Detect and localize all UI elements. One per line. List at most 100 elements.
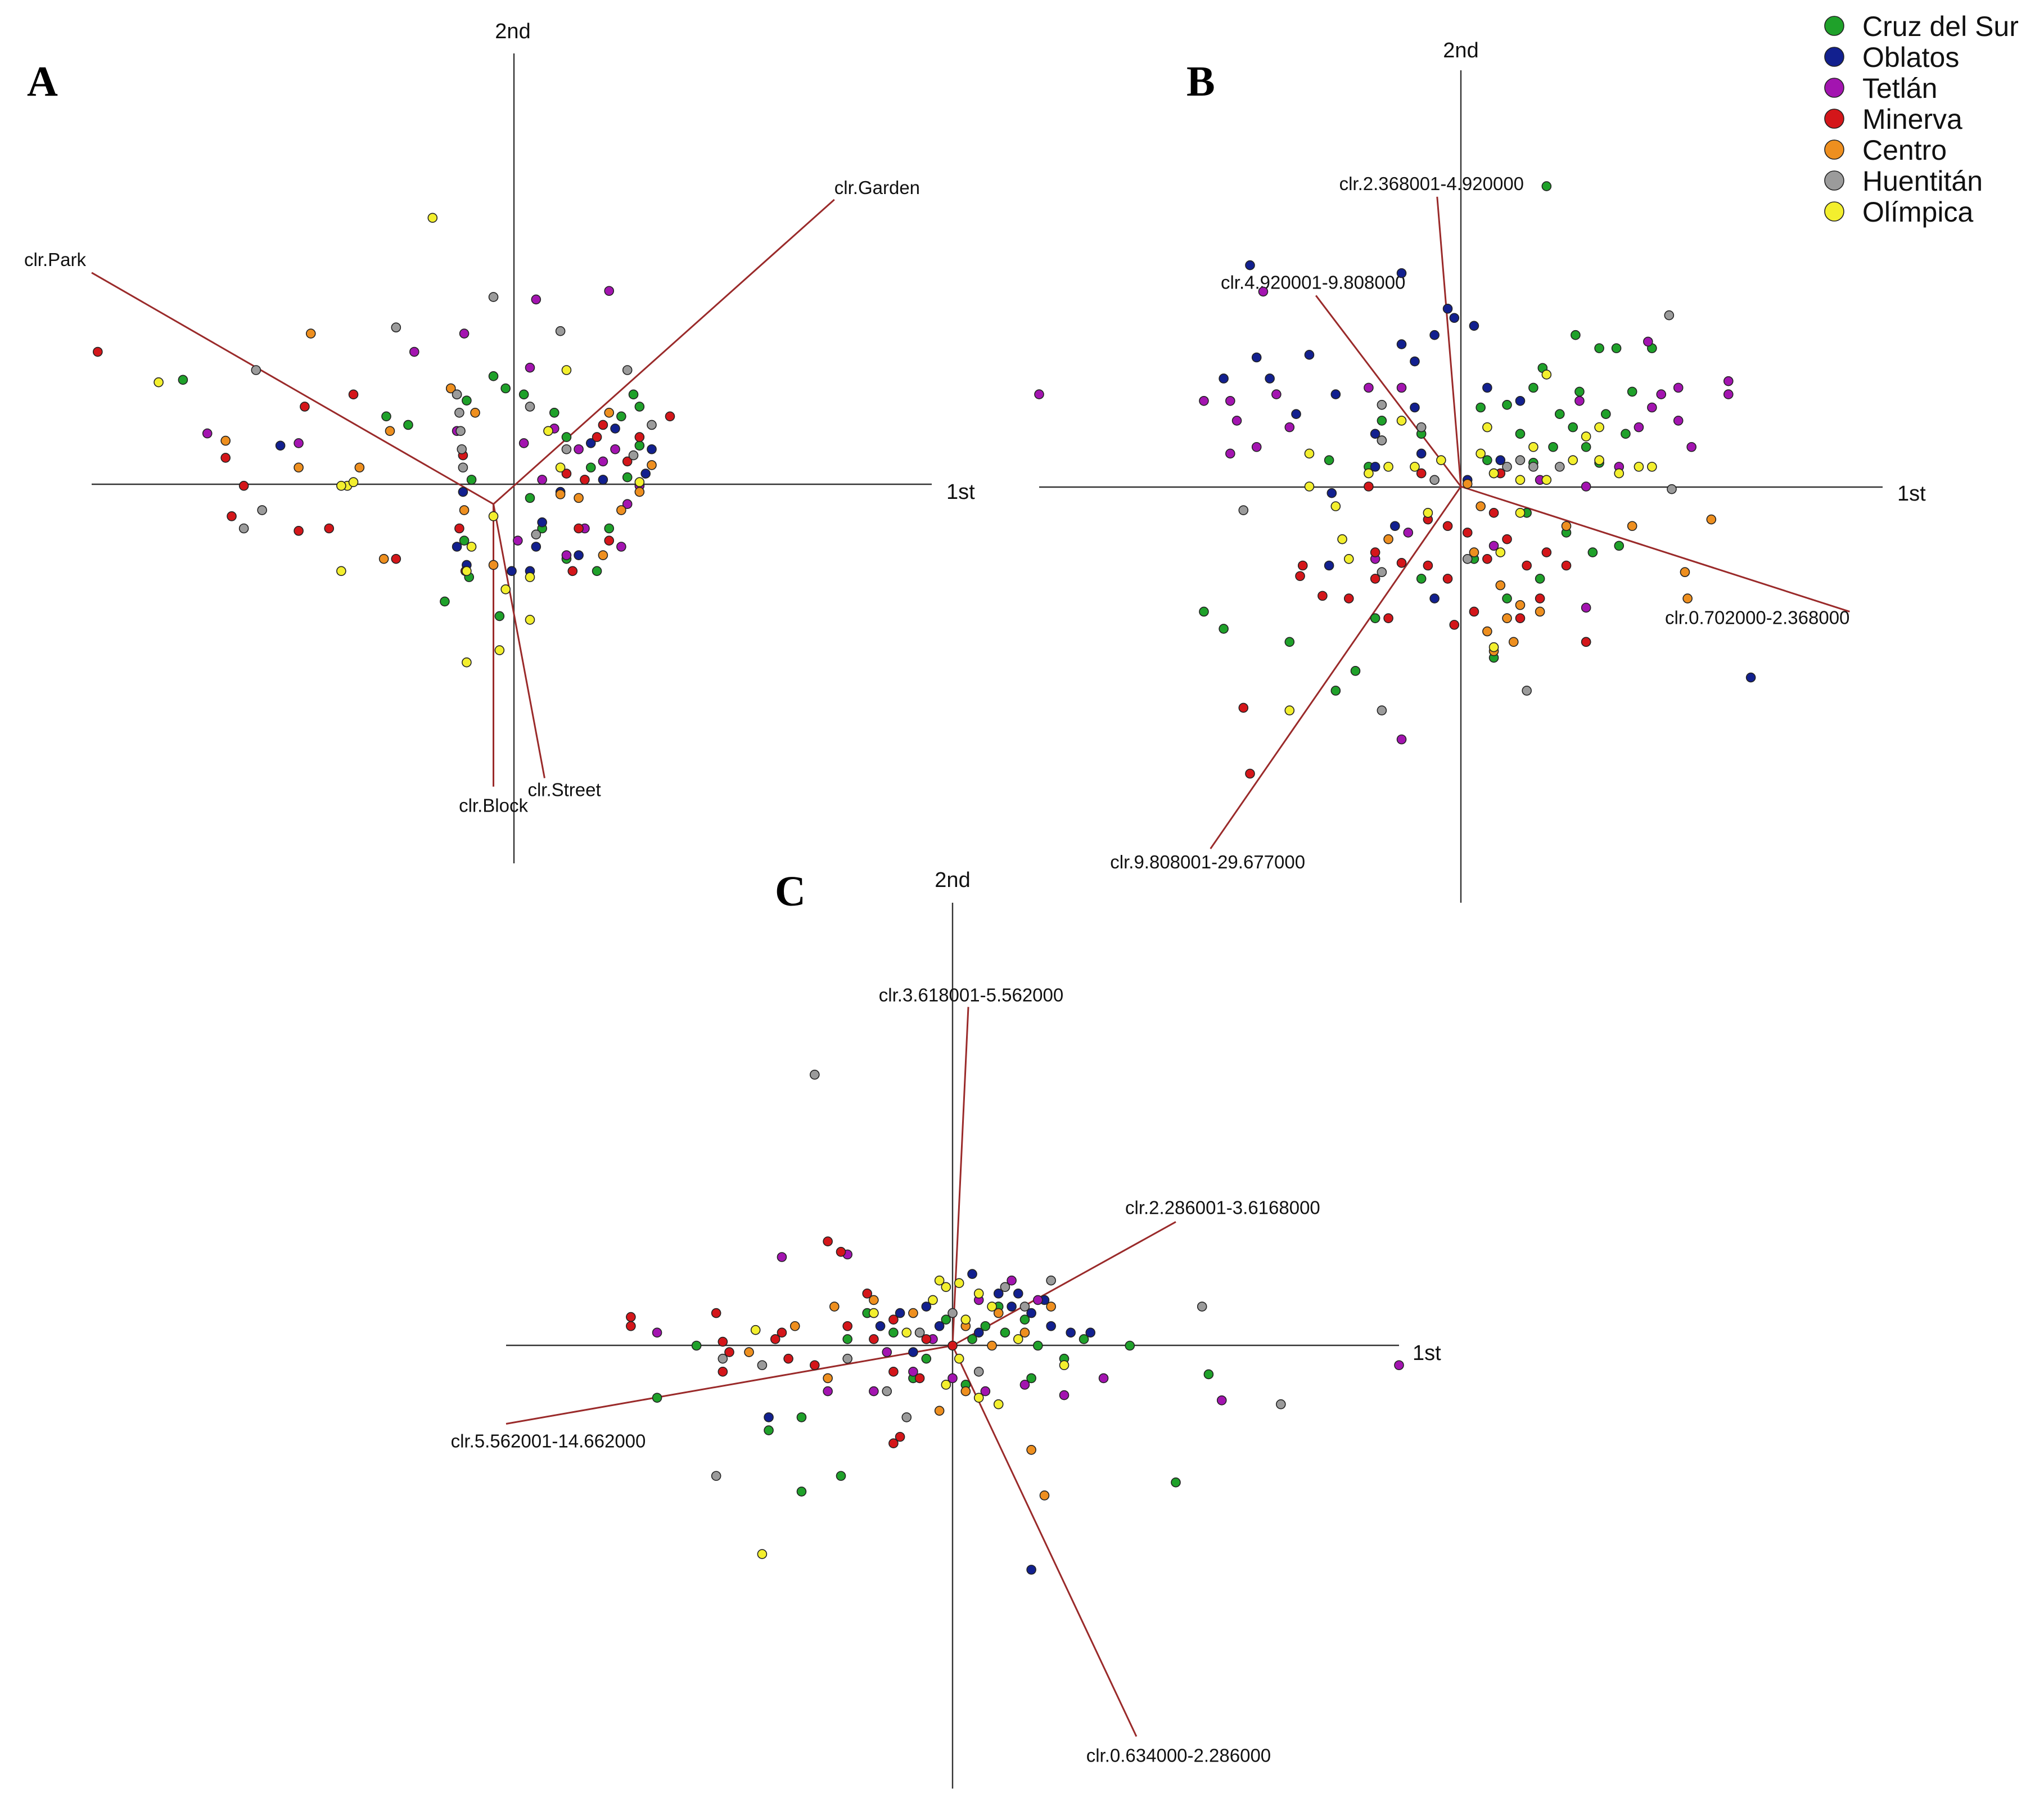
- data-point: [973, 1367, 984, 1377]
- data-point: [1528, 442, 1538, 452]
- data-point: [1594, 343, 1604, 353]
- data-point: [1343, 593, 1354, 603]
- data-point: [1125, 1340, 1135, 1351]
- data-point: [1377, 400, 1387, 410]
- data-point: [1390, 521, 1400, 532]
- panel-label: C: [775, 868, 806, 915]
- data-point: [993, 1289, 1004, 1299]
- data-point: [836, 1471, 846, 1481]
- data-point: [1079, 1334, 1089, 1344]
- data-point: [921, 1353, 932, 1364]
- data-point: [1019, 1327, 1030, 1338]
- data-point: [391, 322, 401, 333]
- data-point: [914, 1373, 925, 1384]
- data-point: [634, 440, 645, 451]
- data-point: [488, 371, 499, 381]
- data-point: [1634, 462, 1644, 472]
- data-point: [980, 1386, 991, 1397]
- data-point: [626, 1321, 636, 1331]
- data-point: [1304, 481, 1315, 492]
- data-point: [543, 426, 553, 436]
- data-point: [518, 438, 529, 448]
- data-point: [888, 1438, 899, 1449]
- data-point: [1370, 429, 1380, 439]
- data-point: [561, 444, 572, 454]
- data-point: [1682, 593, 1693, 603]
- data-point: [1634, 422, 1644, 433]
- data-point: [960, 1386, 971, 1397]
- data-point: [718, 1336, 728, 1347]
- data-point: [888, 1327, 899, 1338]
- data-point: [592, 566, 602, 577]
- data-point: [598, 420, 608, 430]
- data-point: [789, 1321, 800, 1331]
- data-point: [1216, 1395, 1227, 1406]
- data-point: [1462, 553, 1473, 564]
- data-point: [1515, 475, 1526, 485]
- panel-b: clr.2.368001-4.920000 clr.4.920001-9.8080…: [1034, 39, 1926, 903]
- data-point: [842, 1353, 852, 1364]
- data-point: [744, 1347, 754, 1357]
- data-point: [324, 523, 335, 534]
- data-point: [934, 1321, 945, 1331]
- legend-swatch: [1824, 109, 1844, 129]
- data-point: [1482, 382, 1492, 393]
- data-point: [1522, 560, 1532, 571]
- data-point: [869, 1386, 879, 1397]
- data-point: [1383, 613, 1393, 623]
- data-point: [1410, 356, 1420, 367]
- data-point: [967, 1334, 977, 1344]
- data-point: [403, 420, 413, 430]
- data-point: [1000, 1282, 1010, 1292]
- data-point: [555, 489, 566, 499]
- data-point: [462, 657, 472, 668]
- loading-vector-clr-3-618001-5-562000: [951, 1007, 969, 1346]
- loading-label: clr.Garden: [834, 177, 920, 198]
- data-point: [598, 475, 608, 485]
- data-point: [1416, 574, 1427, 584]
- data-point: [1495, 547, 1506, 557]
- data-point: [1594, 422, 1604, 433]
- data-point: [987, 1301, 997, 1312]
- data-point: [1581, 442, 1591, 452]
- data-point: [1059, 1390, 1070, 1400]
- data-point: [555, 326, 566, 336]
- data-point: [652, 1393, 662, 1403]
- data-point: [220, 435, 231, 446]
- data-point: [488, 511, 499, 521]
- data-point: [993, 1308, 1004, 1318]
- data-point: [882, 1386, 892, 1397]
- data-point: [869, 1308, 879, 1318]
- data-point: [1245, 260, 1255, 271]
- data-point: [1442, 304, 1453, 314]
- loading-vector-clr-0-634000-2-286000: [951, 1345, 1138, 1737]
- data-point: [227, 511, 237, 521]
- data-point: [1429, 330, 1440, 340]
- series-olimpica: [1284, 370, 1657, 715]
- data-point: [764, 1412, 774, 1422]
- loading-label: clr.0.702000-2.368000: [1665, 607, 1849, 628]
- panel-label: A: [27, 58, 58, 105]
- data-point: [1488, 468, 1499, 479]
- data-point: [1515, 613, 1526, 623]
- data-point: [1403, 528, 1414, 538]
- data-point: [1304, 448, 1315, 459]
- data-point: [1330, 686, 1341, 696]
- data-point: [561, 469, 572, 479]
- data-point: [459, 535, 470, 546]
- data-point: [1515, 508, 1526, 518]
- data-point: [628, 389, 639, 400]
- data-point: [1330, 389, 1341, 399]
- data-point: [154, 377, 164, 388]
- data-point: [626, 1312, 636, 1322]
- data-point: [1723, 376, 1734, 386]
- data-point: [770, 1334, 780, 1344]
- data-point: [555, 462, 566, 473]
- data-point: [1034, 389, 1044, 399]
- data-point: [1059, 1360, 1070, 1371]
- loading-label: clr.5.562001-14.662000: [451, 1430, 646, 1451]
- data-point: [901, 1412, 912, 1422]
- data-point: [777, 1327, 787, 1338]
- data-point: [1482, 455, 1492, 465]
- data-point: [1251, 352, 1262, 363]
